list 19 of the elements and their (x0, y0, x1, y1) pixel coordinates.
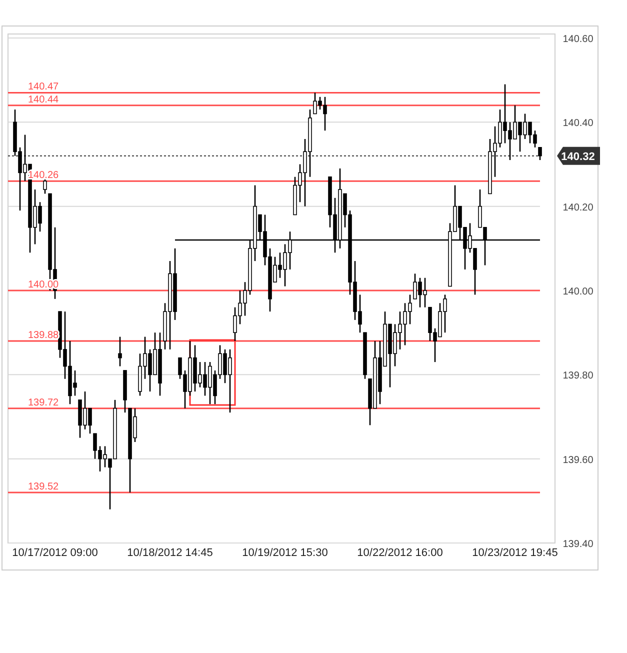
y-tick-label: 139.40 (562, 539, 594, 550)
ref-line-label: 139.52 (28, 482, 60, 492)
x-tick-label: 10/19/2012 15:30 (242, 547, 328, 559)
ref-line-label: 139.72 (28, 397, 60, 408)
y-tick-label: 140.00 (562, 286, 594, 298)
candlestick (118, 336, 122, 367)
x-tick-label: 10/17/2012 09:00 (12, 547, 98, 559)
x-tick-label: 10/22/2012 16:00 (357, 547, 443, 559)
candlestick (538, 146, 542, 161)
y-tick-label: 139.60 (562, 454, 594, 466)
y-tick-label: 139.80 (562, 370, 594, 382)
y-tick-label: 140.60 (562, 34, 594, 45)
x-tick-label: 10/23/2012 19:45 (472, 547, 558, 559)
ref-line-label: 140.47 (28, 82, 60, 93)
x-tick-label: 10/18/2012 14:45 (127, 547, 213, 559)
y-tick-label: 140.20 (562, 202, 594, 214)
y-tick-label: 140.40 (562, 118, 594, 130)
ref-line-label: 140.44 (28, 94, 60, 106)
ref-line-label: 140.32 (561, 150, 595, 163)
